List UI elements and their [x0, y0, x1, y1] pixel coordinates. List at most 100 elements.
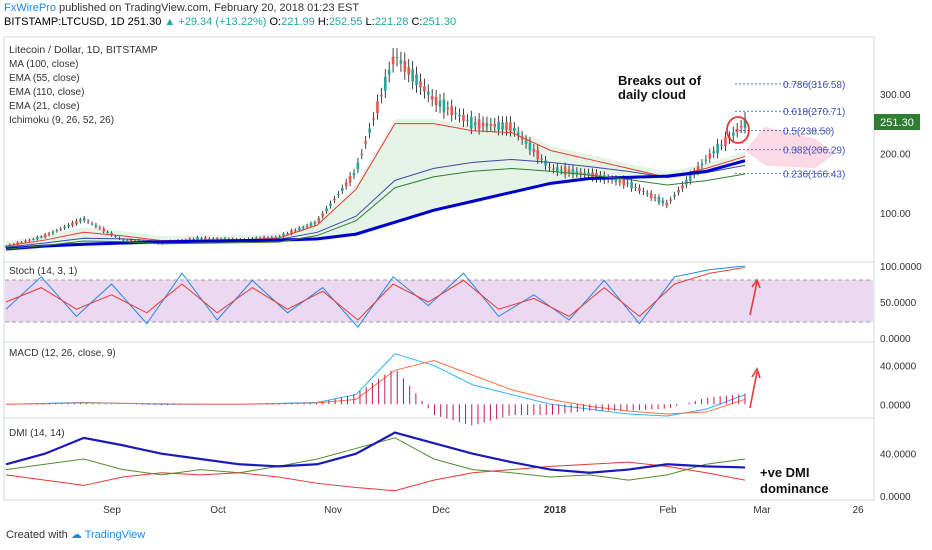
- price-change: ▲ +29.34 (+13.22%): [164, 16, 267, 28]
- candle-body: [391, 56, 395, 65]
- candle-body: [536, 150, 540, 160]
- candle-body: [618, 180, 622, 183]
- candle-body: [548, 166, 551, 168]
- candle-body: [82, 218, 86, 221]
- published-text: published on TradingView.com, February 2…: [55, 2, 360, 14]
- candle-body: [649, 193, 653, 198]
- indicator-tick-label: 100.0000: [880, 262, 922, 273]
- tradingview-link[interactable]: TradingView: [84, 529, 146, 541]
- candle-body: [372, 118, 375, 120]
- candle-body: [321, 213, 325, 217]
- close-value: 251.30: [422, 16, 457, 28]
- time-tick-label: Sep: [103, 505, 121, 516]
- candle-body: [743, 118, 747, 128]
- indicator-tick-label: 0.0000: [880, 334, 911, 345]
- candle-body: [509, 122, 512, 131]
- candle-body: [348, 175, 352, 183]
- candle-body: [16, 242, 20, 245]
- candle-body: [294, 230, 297, 232]
- candle-body: [469, 117, 473, 129]
- candle-body: [673, 194, 676, 197]
- candle-body: [567, 169, 571, 173]
- dmi-title: DMI (14, 14): [9, 428, 65, 439]
- candle-body: [192, 238, 195, 240]
- candle-body: [493, 123, 497, 127]
- ema21-line: [5, 123, 746, 247]
- candle-body: [724, 136, 727, 146]
- created-with: Created with: [6, 529, 68, 541]
- signal-line: [5, 360, 746, 415]
- candle-body: [614, 179, 618, 182]
- legend-item: EMA (55, close): [9, 73, 80, 84]
- candle-body: [399, 60, 403, 64]
- candle-body: [333, 198, 336, 201]
- candle-body: [524, 140, 528, 144]
- candle-body: [20, 242, 23, 244]
- candle-body: [196, 237, 199, 240]
- candle-body: [485, 122, 489, 127]
- candle-body: [528, 142, 532, 151]
- candle-body: [634, 186, 637, 188]
- candle-body: [735, 128, 739, 132]
- price-tick-label: 300.00: [880, 90, 911, 101]
- time-tick-label: Feb: [659, 505, 677, 516]
- candle-body: [59, 228, 63, 230]
- candle-body: [661, 200, 665, 204]
- candle-body: [685, 179, 688, 185]
- candle-body: [544, 160, 547, 166]
- candle-body: [325, 208, 328, 212]
- candle-body: [434, 96, 438, 106]
- candle-body: [383, 76, 387, 91]
- candle-body: [24, 240, 27, 242]
- indicator-tick-label: 50.0000: [880, 298, 917, 309]
- high-value: 252.55: [328, 16, 363, 28]
- candle-body: [720, 144, 723, 146]
- publisher-brand[interactable]: FxWirePro: [4, 2, 56, 14]
- candle-body: [270, 237, 274, 239]
- candle-body: [462, 114, 465, 122]
- candle-body: [35, 236, 39, 240]
- macd-arrow: [749, 367, 761, 409]
- candle-body: [32, 239, 35, 241]
- indicator-tick-label: 40.0000: [880, 361, 917, 372]
- candle-body: [513, 127, 516, 132]
- candle-body: [571, 169, 575, 175]
- candle-body: [63, 226, 66, 229]
- ohlc-line: BITSTAMP:LTCUSD, 1D 251.30 ▲ +29.34 (+13…: [4, 16, 456, 28]
- dmi-note-line2: dominance: [760, 481, 829, 496]
- candle-body: [540, 158, 543, 160]
- candle-body: [94, 224, 98, 227]
- candle-body: [329, 203, 332, 206]
- legend-item: EMA (21, close): [9, 101, 80, 112]
- candle-body: [75, 220, 78, 224]
- candle-body: [556, 166, 559, 173]
- candle-body: [110, 232, 113, 236]
- candle-body: [466, 120, 469, 122]
- macd-title: MACD (12, 26, close, 9): [9, 348, 116, 359]
- time-tick-label: Dec: [432, 505, 450, 516]
- candle-body: [630, 181, 633, 189]
- breakout-circle: [726, 116, 750, 144]
- candle-body: [473, 122, 477, 126]
- candle-body: [638, 187, 641, 191]
- candle-body: [286, 233, 289, 235]
- candle-body: [262, 236, 266, 240]
- candle-body: [317, 218, 321, 222]
- candle-body: [622, 179, 626, 186]
- minus-di-line: [5, 461, 746, 492]
- candle-body: [477, 119, 481, 129]
- price-tick-label: 100.00: [880, 209, 911, 220]
- candle-body: [274, 236, 278, 238]
- candle-body: [481, 122, 485, 127]
- candle-body: [360, 153, 364, 155]
- candle-body: [657, 197, 661, 203]
- candle-body: [309, 223, 313, 226]
- candle-body: [356, 162, 360, 170]
- candle-body: [458, 114, 461, 117]
- candle-body: [297, 227, 301, 231]
- candle-body: [102, 228, 106, 232]
- cloud-note-line1: Breaks out of: [618, 73, 702, 88]
- candle-body: [344, 182, 348, 187]
- candle-body: [700, 163, 704, 165]
